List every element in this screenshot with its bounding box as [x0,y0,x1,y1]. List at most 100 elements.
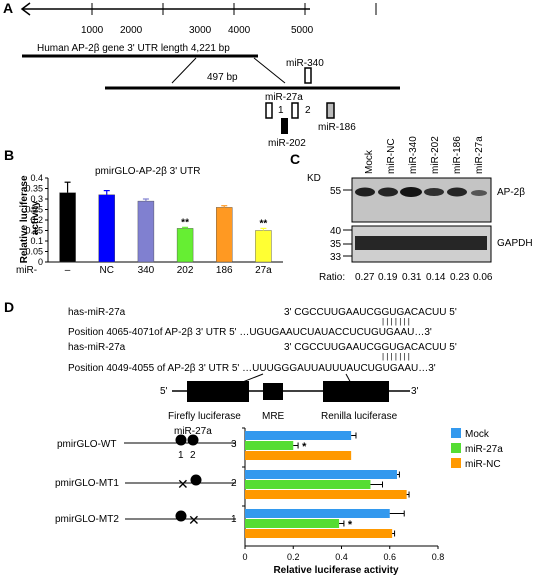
mir27a-label: miR-27a [265,92,303,103]
construct-wt: pmirGLO-WT [57,439,116,450]
site-num: 1 [178,450,184,461]
panel-b-label: B [4,147,14,163]
legend-label: miR-27a [465,444,503,455]
mre-site-1 [175,510,187,522]
chart-b-plot: 00.050.10.150.20.250.30.350.4 – NC 340 202 **… [25,173,283,276]
mre-site-2 [187,434,199,446]
mw-40: 40 [330,226,342,237]
x-tick-label: 0.6 [383,552,396,562]
mir-row-label: miR- [16,265,37,276]
y-tick-label: 0.35 [25,184,43,194]
seq1-mir-seq: 3' CGCCUUGAAUCGGUGACACUU 5' [284,307,457,318]
bar [245,519,340,528]
significance-mark: * [302,441,307,453]
scale-arrowhead [20,2,31,16]
seq2-pairing: | | | | | | | [382,352,410,361]
y-tick-label: 0.25 [25,205,43,215]
x-tick-label: 0.2 [287,552,300,562]
construct-mt1: pmirGLO-MT1 [55,478,119,489]
vector-3prime: 3' [411,386,419,397]
lane-label: miR-NC [386,138,397,174]
mre-site-1 [175,434,187,446]
ylabel-line-2: activity [30,200,41,235]
group-num: 2 [231,478,237,489]
ratio-label: Ratio: [319,272,345,283]
seq1-mir-name: has-miR-27a [68,307,126,318]
panel-d: D has-miR-27a 3' CGCCUUGAAUCGGUGACACUU 5… [4,299,503,576]
group-num: 3 [231,439,237,450]
bar [245,509,390,518]
lane-label: miR-186 [452,136,463,174]
y-tick-label: 0.05 [25,247,43,257]
y-tick-label: 0 [38,257,43,267]
chart-b-title: pmirGLO-AP-2β 3' UTR [95,166,200,177]
legend-swatch-mock [451,428,461,438]
ratio-value: 0.06 [473,272,493,283]
significance-mark: ** [260,218,268,229]
mw-33: 33 [330,252,342,263]
mir27a-label-d: miR-27a [174,426,212,437]
seq2-mir-name: has-miR-27a [68,342,126,353]
legend-label: Mock [465,429,490,440]
x-tick-label: – [65,265,71,276]
zoom-line [171,57,197,84]
construct-mt2: pmirGLO-MT2 [55,514,119,525]
mir27a-site-2 [291,102,299,119]
mre-box [263,383,283,400]
seq2-position: Position 4049-4055 of AP-2β 3' UTR 5' …U… [68,363,436,374]
mutated-site-1: ✕ [177,476,189,492]
band [355,187,375,197]
blot-ap2b [351,177,492,223]
chart-b-ylabel: Relative luciferase activity [19,173,41,264]
chart-d-plot: 0 0.2 0.4 0.6 0.8 * * [242,427,445,562]
mw-55: 55 [330,186,342,197]
bar [255,230,272,263]
x-tick-label: 202 [177,265,194,276]
significance-mark: * [348,519,353,531]
lane-label: miR-340 [408,136,419,174]
mir27a-site-1 [265,102,273,119]
band [471,190,487,196]
band [447,187,467,197]
band-gapdh [355,236,487,250]
firefly-label: Firefly luciferase [168,411,241,422]
mutated-site-2: ✕ [188,512,200,528]
mir186-site [326,102,335,119]
renilla-label: Renilla luciferase [321,411,398,422]
tick-label: 5000 [291,25,314,36]
site-1-label: 1 [278,105,284,116]
ylabel-line-1: Relative luciferase [19,175,30,263]
bar [59,192,76,263]
legend-swatch-mir27a [451,443,461,453]
bar [176,228,194,263]
ratio-value: 0.31 [402,272,422,283]
y-tick-label: 0.2 [30,215,43,225]
band [424,188,444,196]
tick-label: 2000 [120,25,143,36]
x-tick-label: 0.8 [432,552,445,562]
panel-a-label: A [3,0,13,16]
legend-swatch-mirnc [451,458,461,468]
lane-label: miR-202 [430,136,441,174]
vector-5prime: 5' [160,386,168,397]
mir186-label: miR-186 [318,122,356,133]
mir340-label: miR-340 [286,58,324,69]
band [400,187,422,197]
y-tick-label: 0.4 [30,173,43,183]
mir340-site [304,67,312,84]
zoom-label: 497 bp [207,72,238,83]
bar [245,529,393,538]
x-tick-label: 340 [138,265,155,276]
bar [245,470,397,479]
mir202-label: miR-202 [268,138,306,149]
y-tick-label: 0.3 [30,194,43,204]
zoom-line [253,57,286,84]
x-tick-label: NC [100,265,114,276]
bar [245,451,352,460]
bar [245,431,352,440]
x-tick-label: 0 [242,552,247,562]
protein-gapdh: GAPDH [497,238,533,249]
panel-c: C KD Mock miR-NC miR-340 miR-202 miR-186… [290,136,533,283]
bar [245,441,294,450]
band [378,187,398,197]
